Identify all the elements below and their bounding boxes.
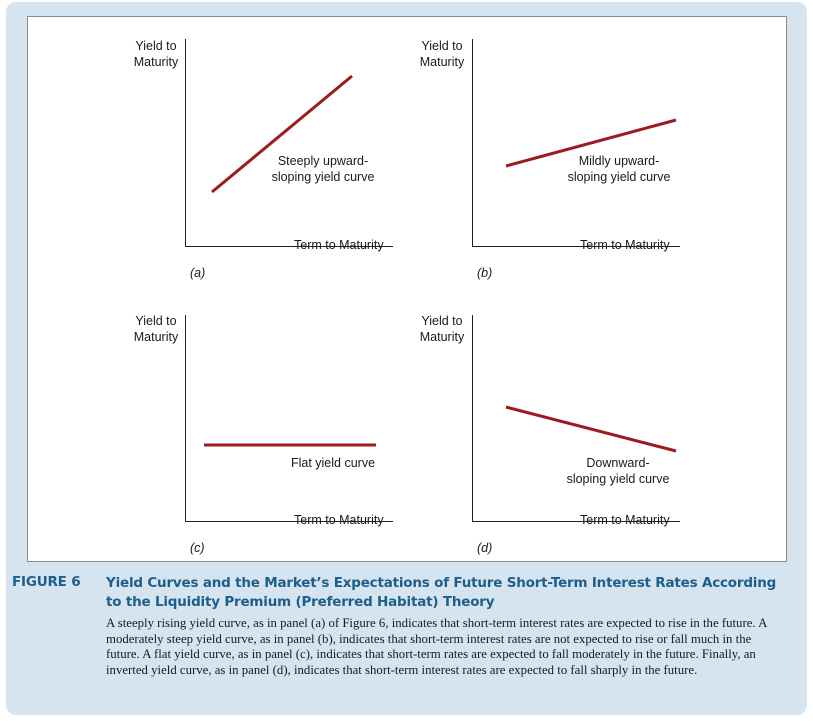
yield-curve-line (211, 74, 353, 194)
figure-title: Yield Curves and the Market’s Expectatio… (106, 575, 777, 610)
figure-caption: A steeply rising yield curve, as in pane… (106, 616, 767, 677)
y-axis-label: Yield to Maturity (133, 39, 179, 69)
figure-plot-area: Yield to Maturity Steeply upward- slopin… (27, 16, 787, 562)
y-axis (472, 315, 473, 522)
x-axis (472, 246, 680, 247)
y-axis (472, 39, 473, 247)
x-axis (185, 246, 393, 247)
yield-curve-line (505, 118, 677, 168)
x-axis-label: Term to Maturity (580, 513, 670, 527)
y-axis-label: Yield to Maturity (419, 314, 465, 344)
y-axis (185, 39, 186, 247)
figure-number: FIGURE 6 (12, 574, 81, 590)
panel-id: (a) (190, 266, 206, 280)
curve-label: Steeply upward- sloping yield curve (271, 154, 375, 184)
x-axis-label: Term to Maturity (294, 513, 384, 527)
y-axis-label: Yield to Maturity (419, 39, 465, 69)
x-axis (472, 521, 680, 522)
x-axis (185, 521, 393, 522)
panel-id: (d) (477, 541, 493, 555)
yield-curve-line (204, 443, 376, 447)
y-axis-label: Yield to Maturity (133, 314, 179, 344)
curve-label: Downward- sloping yield curve (566, 456, 670, 486)
yield-curve-line (505, 405, 677, 453)
curve-label: Mildly upward- sloping yield curve (567, 154, 671, 184)
curve-label: Flat yield curve (290, 456, 376, 470)
x-axis-label: Term to Maturity (580, 238, 670, 252)
x-axis-label: Term to Maturity (294, 238, 384, 252)
y-axis (185, 315, 186, 522)
panel-id: (b) (477, 266, 493, 280)
panel-id: (c) (190, 541, 205, 555)
